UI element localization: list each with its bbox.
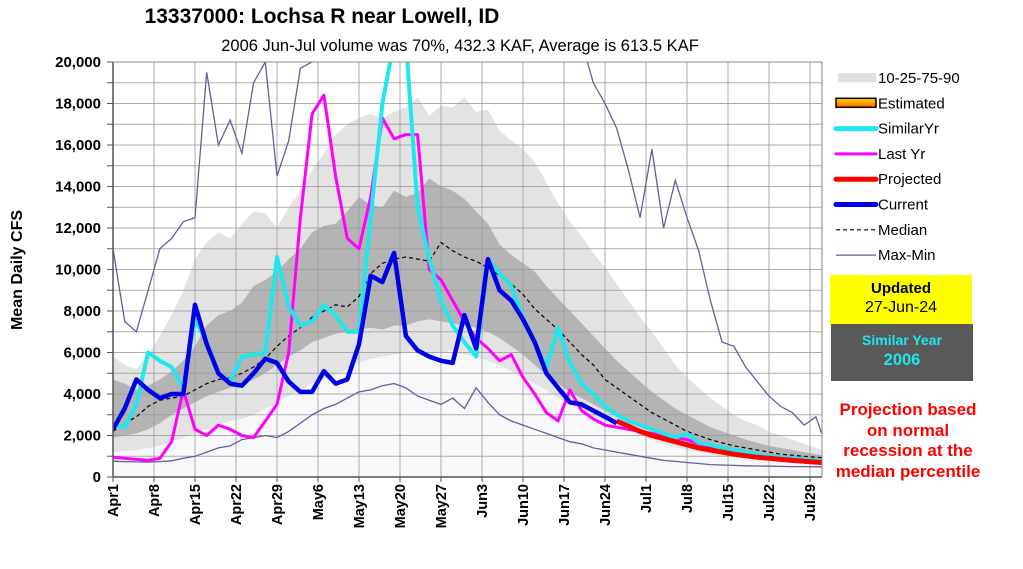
band-10th-percentile: [113, 350, 822, 477]
legend-item-lastyr: Last Yr: [834, 146, 925, 163]
legend-label: Last Yr: [878, 146, 925, 163]
x-tick-label: Jun24: [598, 484, 614, 526]
x-tick-label: Jul22: [762, 484, 778, 521]
x-tick-label: Apr29: [270, 484, 286, 525]
y-axis-label: Mean Daily CFS: [9, 210, 26, 330]
series-lines: [113, 62, 822, 468]
legend: 10-25-75-90 Estimated SimilarYr Last Yr Proj…: [833, 70, 960, 264]
legend-item-projected: Projected: [833, 171, 941, 188]
y-tick-label: 2,000: [63, 428, 101, 445]
x-tick-label: Jul29: [803, 484, 819, 521]
similar-year-value: 2006: [883, 351, 921, 369]
legend-swatch-bands: [838, 73, 876, 82]
x-tick-label: Apr8: [147, 484, 163, 517]
legend-label: Max-Min: [878, 247, 936, 264]
y-tick-label: 10,000: [55, 262, 101, 279]
series-max: [113, 62, 822, 434]
projection-note: Projection based on normal recession at …: [835, 400, 981, 481]
legend-swatch-estimated: [835, 97, 877, 109]
y-tick-label: 0: [93, 469, 101, 486]
series-min: [113, 382, 822, 468]
legend-item-bands: 10-25-75-90: [838, 70, 960, 87]
x-tick-label: Jun3: [475, 484, 491, 518]
x-tick-label: Jun10: [516, 484, 532, 526]
legend-label: Current: [878, 197, 929, 214]
x-tick-label: May13: [352, 484, 368, 528]
x-tick-label: Jul15: [721, 484, 737, 521]
similar-year-badge: Similar Year 2006: [831, 324, 973, 381]
updated-badge: Updated 27-Jun-24: [830, 275, 972, 325]
legend-label: Projected: [878, 171, 941, 188]
x-tick-label: Jul1: [639, 484, 655, 513]
series-projected: [615, 418, 822, 465]
series-current: [113, 250, 618, 431]
y-tick-label: 4,000: [63, 386, 101, 403]
legend-item-estimated: Estimated: [835, 95, 945, 112]
y-tick-label: 18,000: [55, 96, 101, 113]
x-tick-label: Jun17: [557, 484, 573, 526]
x-tick-label: May20: [393, 484, 409, 528]
legend-label: Median: [878, 222, 927, 239]
updated-label: Updated: [871, 280, 931, 297]
legend-item-current: Current: [833, 197, 929, 214]
grid-lines: [113, 62, 822, 477]
y-tick-label: 6,000: [63, 345, 101, 362]
legend-label: Estimated: [878, 95, 945, 112]
y-tick-label: 12,000: [55, 220, 101, 237]
legend-item-similar: SimilarYr: [833, 121, 939, 138]
x-tick-label: Apr15: [188, 484, 204, 525]
x-tick-label: Apr1: [106, 484, 122, 517]
legend-label: SimilarYr: [878, 121, 939, 138]
legend-item-maxmin: Max-Min: [836, 247, 936, 264]
x-tick-label: Apr22: [229, 484, 245, 525]
updated-date: 27-Jun-24: [864, 299, 938, 316]
axes: [112, 61, 823, 478]
y-tick-label: 14,000: [55, 179, 101, 196]
x-axis-ticks: Apr1 Apr8 Apr15 Apr22 Apr29 May6 May13 May20 May…: [106, 477, 819, 528]
x-tick-label: May27: [434, 484, 450, 528]
y-axis-ticks: 0 2,000 4,000 6,000 8,000 10,000 12,000 14,000 1…: [55, 54, 113, 486]
x-tick-label: Jul8: [680, 484, 696, 513]
y-tick-label: 8,000: [63, 303, 101, 320]
chart-title: 13337000: Lochsa R near Lowell, ID: [145, 5, 500, 28]
x-tick-label: May6: [311, 484, 327, 520]
legend-label: 10-25-75-90: [878, 70, 960, 87]
series-similar-year: [113, 62, 822, 463]
y-tick-label: 16,000: [55, 137, 101, 154]
y-tick-label: 20,000: [55, 54, 101, 71]
chart-subtitle: 2006 Jun-Jul volume was 70%, 432.3 KAF, …: [221, 37, 699, 55]
similar-year-label: Similar Year: [862, 332, 942, 348]
legend-item-median: Median: [836, 222, 927, 239]
